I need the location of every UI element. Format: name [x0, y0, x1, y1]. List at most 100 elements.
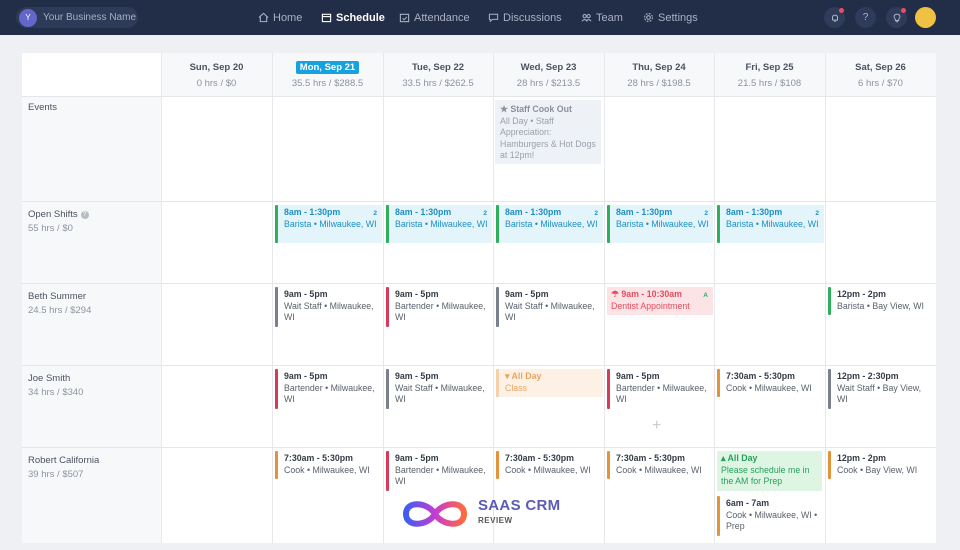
business-name: Your Business Name	[43, 12, 137, 23]
unavailable-time: ▾ All Day	[505, 371, 542, 381]
day-totals: 21.5 hrs / $108	[737, 78, 802, 89]
shift-detail: Cook • Milwaukee, WI • Prep	[726, 509, 818, 532]
shift-detail: Bartender • Milwaukee, WI	[395, 300, 486, 323]
availability-card[interactable]: ▴ All Day Please schedule me in the AM f…	[717, 451, 822, 491]
event-card[interactable]: ★ Staff Cook Out All Day • Staff Appreci…	[495, 100, 601, 164]
info-icon[interactable]: ?	[80, 211, 89, 219]
shift-time: 9am - 5pm	[284, 289, 328, 299]
grid-line	[604, 53, 605, 543]
row-label-column	[22, 96, 161, 543]
row-label-beth[interactable]: Beth Summer	[28, 291, 87, 302]
watermark-title: SAAS CRM	[478, 497, 561, 514]
open-shift-card[interactable]: 8am - 1:30pm Barista • Milwaukee, WI 2	[607, 205, 713, 243]
event-body: All Day • Staff Appreciation: Hamburgers…	[500, 115, 596, 161]
shift-card[interactable]: 9am - 5pm Wait Staff • Milwaukee, WI	[496, 287, 603, 327]
shift-detail: Wait Staff • Milwaukee, WI	[505, 300, 595, 323]
nav-discussions-label: Discussions	[503, 11, 562, 24]
approved-badge: A	[703, 292, 708, 299]
notification-dot	[839, 8, 844, 13]
shift-card[interactable]: 12pm - 2pm Cook • Bay View, WI	[828, 451, 935, 479]
shift-detail: Barista • Milwaukee, WI	[505, 218, 598, 229]
notifications-button[interactable]	[824, 7, 845, 28]
open-shift-card[interactable]: 8am - 1:30pm Barista • Milwaukee, WI 2	[275, 205, 382, 243]
shift-card[interactable]: 7:30am - 5:30pm Cook • Milwaukee, WI	[496, 451, 603, 479]
availability-detail: Please schedule me in the AM for Prep	[721, 464, 810, 487]
time-off-card[interactable]: ☂ 9am - 10:30am Dentist Appointment A	[607, 287, 713, 315]
shift-time: 8am - 1:30pm	[505, 207, 562, 217]
shift-card[interactable]: 12pm - 2pm Barista • Bay View, WI	[828, 287, 935, 315]
add-shift-icon[interactable]: +	[652, 417, 662, 434]
shift-time: 7:30am - 5:30pm	[616, 453, 685, 463]
shift-detail: Cook • Milwaukee, WI	[726, 382, 812, 393]
business-switcher[interactable]: Y Your Business Name	[16, 7, 138, 28]
shift-time: 8am - 1:30pm	[395, 207, 452, 217]
shift-time: 9am - 5pm	[395, 371, 439, 381]
row-label-events: Events	[28, 102, 58, 113]
schedule-board: Sun, Sep 20 0 hrs / $0 Mon, Sep 21 35.5 …	[22, 53, 936, 543]
shift-card[interactable]: 9am - 5pm Wait Staff • Milwaukee, WI	[386, 369, 492, 409]
row-totals: 24.5 hrs / $294	[28, 305, 92, 316]
shift-detail: Cook • Bay View, WI	[837, 464, 918, 475]
shift-card[interactable]: 7:30am - 5:30pm Cook • Milwaukee, WI	[607, 451, 713, 479]
shift-card[interactable]: 9am - 5pm Bartender • Milwaukee, WI	[275, 369, 382, 409]
nav-schedule[interactable]: Schedule	[321, 0, 385, 35]
grid-line	[383, 53, 384, 543]
shift-card[interactable]: 7:30am - 5:30pm Cook • Milwaukee, WI	[275, 451, 382, 479]
shift-card[interactable]: 9am - 5pm Bartender • Milwaukee, WI	[386, 451, 492, 491]
grid-line	[22, 447, 936, 448]
row-label-joe[interactable]: Joe Smith	[28, 373, 71, 384]
nav-schedule-label: Schedule	[336, 11, 385, 24]
open-shift-card[interactable]: 8am - 1:30pm Barista • Milwaukee, WI 2	[386, 205, 492, 243]
thumbs-up-icon: ▴	[721, 453, 728, 463]
shift-time: 7:30am - 5:30pm	[505, 453, 574, 463]
shift-count: 2	[815, 210, 819, 217]
nav-home[interactable]: Home	[258, 0, 302, 35]
home-icon	[258, 12, 269, 23]
row-label-robert[interactable]: Robert California	[28, 455, 100, 466]
shift-detail: Barista • Bay View, WI	[837, 300, 925, 311]
shift-detail: Wait Staff • Milwaukee, WI	[284, 300, 374, 323]
shift-detail: Barista • Milwaukee, WI	[395, 218, 488, 229]
shift-card[interactable]: 9am - 5pm Wait Staff • Milwaukee, WI	[275, 287, 382, 327]
day-header-fri: Fri, Sep 25 21.5 hrs / $108	[714, 53, 825, 96]
shift-count: 2	[594, 210, 598, 217]
shift-card[interactable]: 9am - 5pm Bartender • Milwaukee, WI	[386, 287, 492, 327]
nav-discussions[interactable]: Discussions	[488, 0, 562, 35]
shift-card[interactable]: 6am - 7am Cook • Milwaukee, WI • Prep	[717, 496, 824, 536]
unavailable-card[interactable]: ▾ All Day Class	[496, 369, 603, 397]
open-shift-card[interactable]: 8am - 1:30pm Barista • Milwaukee, WI 2	[496, 205, 603, 243]
day-totals: 6 hrs / $70	[858, 78, 903, 89]
nav-settings[interactable]: Settings	[643, 0, 698, 35]
help-button[interactable]: ?	[855, 7, 876, 28]
ideas-button[interactable]	[886, 7, 907, 28]
event-title: ★ Staff Cook Out	[500, 104, 572, 114]
help-icon: ?	[862, 12, 869, 23]
shift-detail: Barista • Milwaukee, WI	[726, 218, 819, 229]
open-shift-card[interactable]: 8am - 1:30pm Barista • Milwaukee, WI 2	[717, 205, 824, 243]
shift-time: 9am - 5pm	[395, 289, 439, 299]
day-header-wed: Wed, Sep 23 28 hrs / $213.5	[493, 53, 604, 96]
day-header-thu: Thu, Sep 24 28 hrs / $198.5	[604, 53, 714, 96]
availability-time: ▴ All Day	[721, 453, 758, 463]
day-label: Fri, Sep 25	[745, 62, 794, 73]
bell-icon	[831, 14, 838, 22]
day-totals: 35.5 hrs / $288.5	[291, 78, 364, 89]
thumbs-down-icon: ▾	[505, 371, 512, 381]
shift-time: 9am - 5pm	[395, 453, 439, 463]
shift-detail: Bartender • Milwaukee, WI	[284, 382, 375, 405]
day-totals: 28 hrs / $213.5	[516, 78, 581, 89]
day-header-mon: Mon, Sep 21 35.5 hrs / $288.5	[272, 53, 383, 96]
check-calendar-icon	[399, 13, 410, 23]
shift-card[interactable]: 9am - 5pm Bartender • Milwaukee, WI	[607, 369, 713, 409]
shift-count: 2	[483, 210, 487, 217]
star-icon: ★	[500, 104, 511, 114]
lightbulb-icon	[893, 13, 900, 22]
time-off-time: ☂ 9am - 10:30am	[611, 289, 682, 299]
user-avatar[interactable]	[915, 7, 936, 28]
grid-line	[22, 283, 936, 284]
shift-card[interactable]: 12pm - 2:30pm Wait Staff • Bay View, WI	[828, 369, 935, 409]
nav-team[interactable]: Team	[581, 0, 623, 35]
nav-attendance[interactable]: Attendance	[399, 0, 470, 35]
grid-line	[22, 96, 936, 97]
shift-card[interactable]: 7:30am - 5:30pm Cook • Milwaukee, WI	[717, 369, 824, 397]
